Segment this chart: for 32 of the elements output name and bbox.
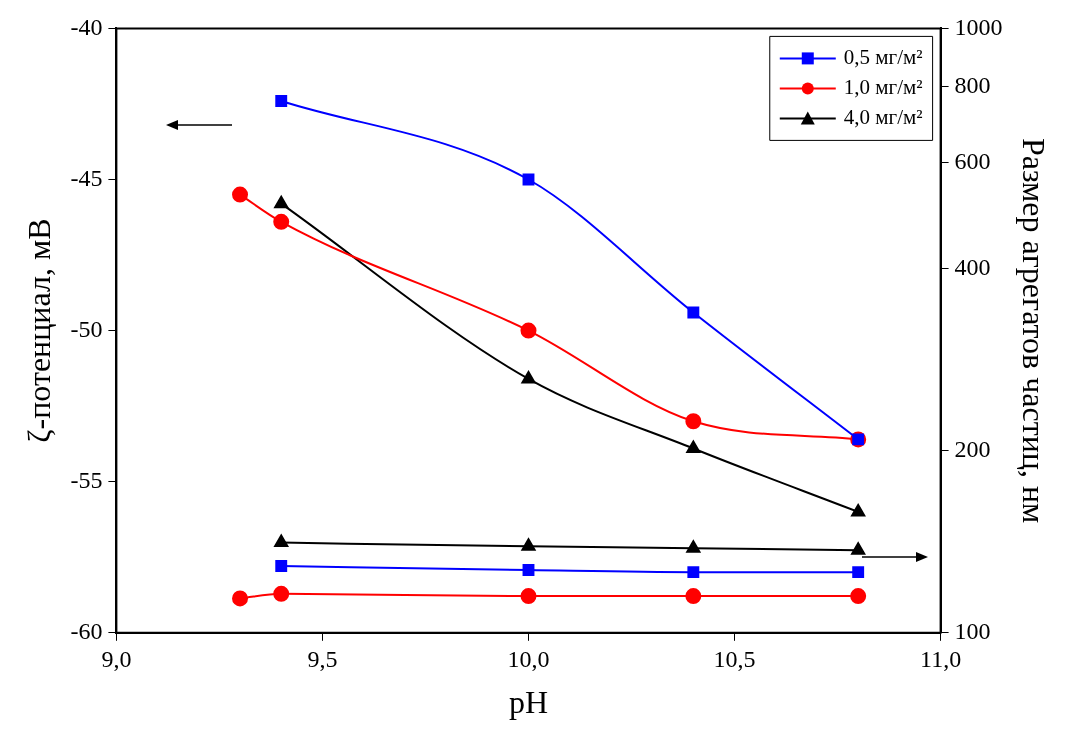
x-tick-label: 9,5 — [307, 646, 338, 673]
y-tick-label: -50 — [70, 315, 103, 342]
x-tick-label: 10,0 — [507, 646, 550, 673]
x-tick-label: 11,0 — [920, 646, 962, 673]
point — [686, 440, 701, 453]
legend-label: 0,5 мг/м² — [843, 44, 923, 69]
y-tick-label: -55 — [70, 467, 103, 493]
y-tick-label: -45 — [70, 164, 103, 191]
point — [687, 306, 700, 319]
y2-tick-label: 1000 — [954, 13, 1003, 40]
y2-tick-label: 800 — [954, 72, 991, 99]
y2-axis-title: Размер агрегатов частиц, нм — [1016, 137, 1053, 524]
y-axis-title: ζ-потенциал, мВ — [20, 218, 57, 443]
x-tick-label: 10,5 — [713, 646, 756, 673]
y2-tick-label: 600 — [954, 147, 991, 174]
point — [274, 195, 289, 209]
point — [232, 186, 249, 203]
y2-tick-label: 100 — [954, 618, 991, 645]
point — [521, 370, 536, 384]
y2-tick-label: 200 — [954, 436, 991, 463]
x-axis-title: pH — [508, 684, 549, 721]
x-tick-label: 9,0 — [101, 646, 132, 673]
point — [520, 322, 537, 339]
point — [851, 503, 866, 517]
point — [275, 94, 288, 107]
y-tick-label: -40 — [70, 13, 103, 40]
y-tick-label: -60 — [70, 618, 103, 645]
legend-label: 1,0 мг/м² — [843, 74, 923, 99]
y2-tick-label: 400 — [954, 254, 991, 281]
point — [273, 213, 290, 230]
point — [685, 413, 702, 430]
legend-label: 4,0 мг/м² — [843, 104, 923, 129]
